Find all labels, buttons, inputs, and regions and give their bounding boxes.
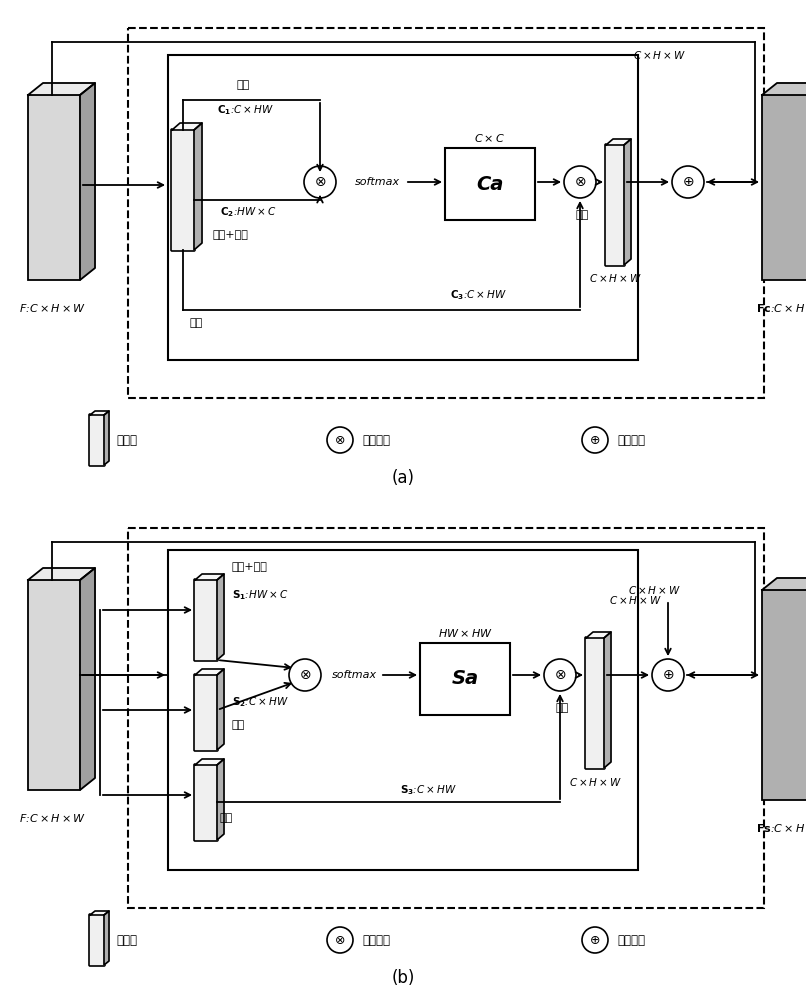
Text: $\oplus$: $\oplus$ <box>589 434 600 446</box>
Text: (a): (a) <box>392 469 414 487</box>
Circle shape <box>327 427 353 453</box>
Circle shape <box>582 927 608 953</box>
FancyBboxPatch shape <box>585 637 605 769</box>
Polygon shape <box>28 83 95 95</box>
Text: $\mathbf{S_3}$:$C\times HW$: $\mathbf{S_3}$:$C\times HW$ <box>400 783 457 797</box>
Text: $\mathbf{Fs}$:$C\times H\times W$: $\mathbf{Fs}$:$C\times H\times W$ <box>755 822 806 834</box>
Polygon shape <box>80 568 95 790</box>
FancyBboxPatch shape <box>89 414 105 466</box>
Text: $\oplus$: $\oplus$ <box>662 668 674 682</box>
Text: 矩阵乘法: 矩阵乘法 <box>362 934 390 946</box>
FancyBboxPatch shape <box>194 674 218 751</box>
Text: 变形: 变形 <box>220 813 233 823</box>
Text: $\mathbf{C_2}$:$HW\times C$: $\mathbf{C_2}$:$HW\times C$ <box>220 205 276 219</box>
Polygon shape <box>90 911 109 915</box>
Bar <box>762 95 806 280</box>
Text: 变形+转置: 变形+转置 <box>232 562 268 572</box>
Text: softmax: softmax <box>355 177 400 187</box>
Text: 变形: 变形 <box>190 318 203 328</box>
Text: $\mathbf{S_2}$:$C\times HW$: $\mathbf{S_2}$:$C\times HW$ <box>232 695 289 709</box>
Circle shape <box>304 166 336 198</box>
Text: $HW\times HW$: $HW\times HW$ <box>438 627 492 639</box>
Polygon shape <box>604 632 611 768</box>
Circle shape <box>582 427 608 453</box>
Text: Ca: Ca <box>476 174 504 194</box>
FancyBboxPatch shape <box>194 579 218 661</box>
Text: $\mathbf{C_3}$:$C\times HW$: $\mathbf{C_3}$:$C\times HW$ <box>450 288 507 302</box>
Text: $F$:$C\times H\times W$: $F$:$C\times H\times W$ <box>19 302 85 314</box>
Polygon shape <box>195 759 224 765</box>
Text: 变形: 变形 <box>575 210 588 220</box>
Polygon shape <box>217 574 224 660</box>
Polygon shape <box>217 669 224 750</box>
Text: $\oplus$: $\oplus$ <box>682 175 694 189</box>
Text: $\otimes$: $\otimes$ <box>314 175 326 189</box>
Text: 变形: 变形 <box>236 80 250 90</box>
FancyBboxPatch shape <box>194 764 218 841</box>
Text: Sa: Sa <box>451 670 479 688</box>
Circle shape <box>652 659 684 691</box>
Text: $C\times H\times W$: $C\times H\times W$ <box>589 272 642 284</box>
Bar <box>168 55 638 360</box>
Bar <box>28 580 80 790</box>
Text: $\otimes$: $\otimes$ <box>554 668 566 682</box>
Polygon shape <box>762 578 806 590</box>
Polygon shape <box>104 911 109 965</box>
Polygon shape <box>217 759 224 840</box>
Bar <box>762 590 806 800</box>
Text: $\otimes$: $\otimes$ <box>334 434 346 446</box>
Text: $C\times H\times W$: $C\times H\times W$ <box>609 594 663 606</box>
Text: 变形+转置: 变形+转置 <box>212 230 248 240</box>
Polygon shape <box>194 123 202 250</box>
Polygon shape <box>195 669 224 675</box>
FancyBboxPatch shape <box>605 144 625 266</box>
Text: $F$:$C\times H\times W$: $F$:$C\times H\times W$ <box>19 812 85 824</box>
Text: 像素求和: 像素求和 <box>617 934 645 946</box>
Text: (b): (b) <box>391 969 415 987</box>
Bar <box>168 550 638 870</box>
Polygon shape <box>624 139 631 265</box>
Text: $\otimes$: $\otimes$ <box>299 668 311 682</box>
Text: 变形: 变形 <box>555 703 568 713</box>
Polygon shape <box>28 568 95 580</box>
Polygon shape <box>172 123 202 130</box>
Bar <box>445 148 535 220</box>
Text: 卷积层: 卷积层 <box>116 934 137 946</box>
Text: 卷积层: 卷积层 <box>116 434 137 446</box>
Text: $C\times H\times W$: $C\times H\times W$ <box>629 584 682 596</box>
Circle shape <box>544 659 576 691</box>
Bar <box>420 643 510 715</box>
Text: $\mathbf{S_1}$:$HW\times C$: $\mathbf{S_1}$:$HW\times C$ <box>232 588 289 602</box>
Text: $\oplus$: $\oplus$ <box>589 934 600 946</box>
Bar <box>128 28 764 398</box>
Text: $C\times H\times W$: $C\times H\times W$ <box>570 776 622 788</box>
Bar <box>128 528 764 908</box>
Circle shape <box>289 659 321 691</box>
Text: 像素求和: 像素求和 <box>617 434 645 446</box>
Polygon shape <box>104 411 109 465</box>
FancyBboxPatch shape <box>89 914 105 966</box>
Circle shape <box>564 166 596 198</box>
Text: $\mathbf{C_1}$:$C\times HW$: $\mathbf{C_1}$:$C\times HW$ <box>217 103 273 117</box>
Text: $\otimes$: $\otimes$ <box>574 175 586 189</box>
Circle shape <box>672 166 704 198</box>
Polygon shape <box>90 411 109 415</box>
Text: 变形: 变形 <box>232 720 245 730</box>
Text: $C\times H\times W$: $C\times H\times W$ <box>634 49 687 61</box>
Text: $C\times C$: $C\times C$ <box>475 132 505 144</box>
Text: $\otimes$: $\otimes$ <box>334 934 346 946</box>
Text: 矩阵乘法: 矩阵乘法 <box>362 434 390 446</box>
Polygon shape <box>195 574 224 580</box>
Polygon shape <box>586 632 611 638</box>
Polygon shape <box>762 83 806 95</box>
Polygon shape <box>80 83 95 280</box>
Circle shape <box>327 927 353 953</box>
FancyBboxPatch shape <box>171 129 195 251</box>
Bar <box>28 95 80 280</box>
Polygon shape <box>606 139 631 145</box>
Text: softmax: softmax <box>332 670 377 680</box>
Text: $\mathbf{Fc}$:$C\times H\times W$: $\mathbf{Fc}$:$C\times H\times W$ <box>756 302 806 314</box>
